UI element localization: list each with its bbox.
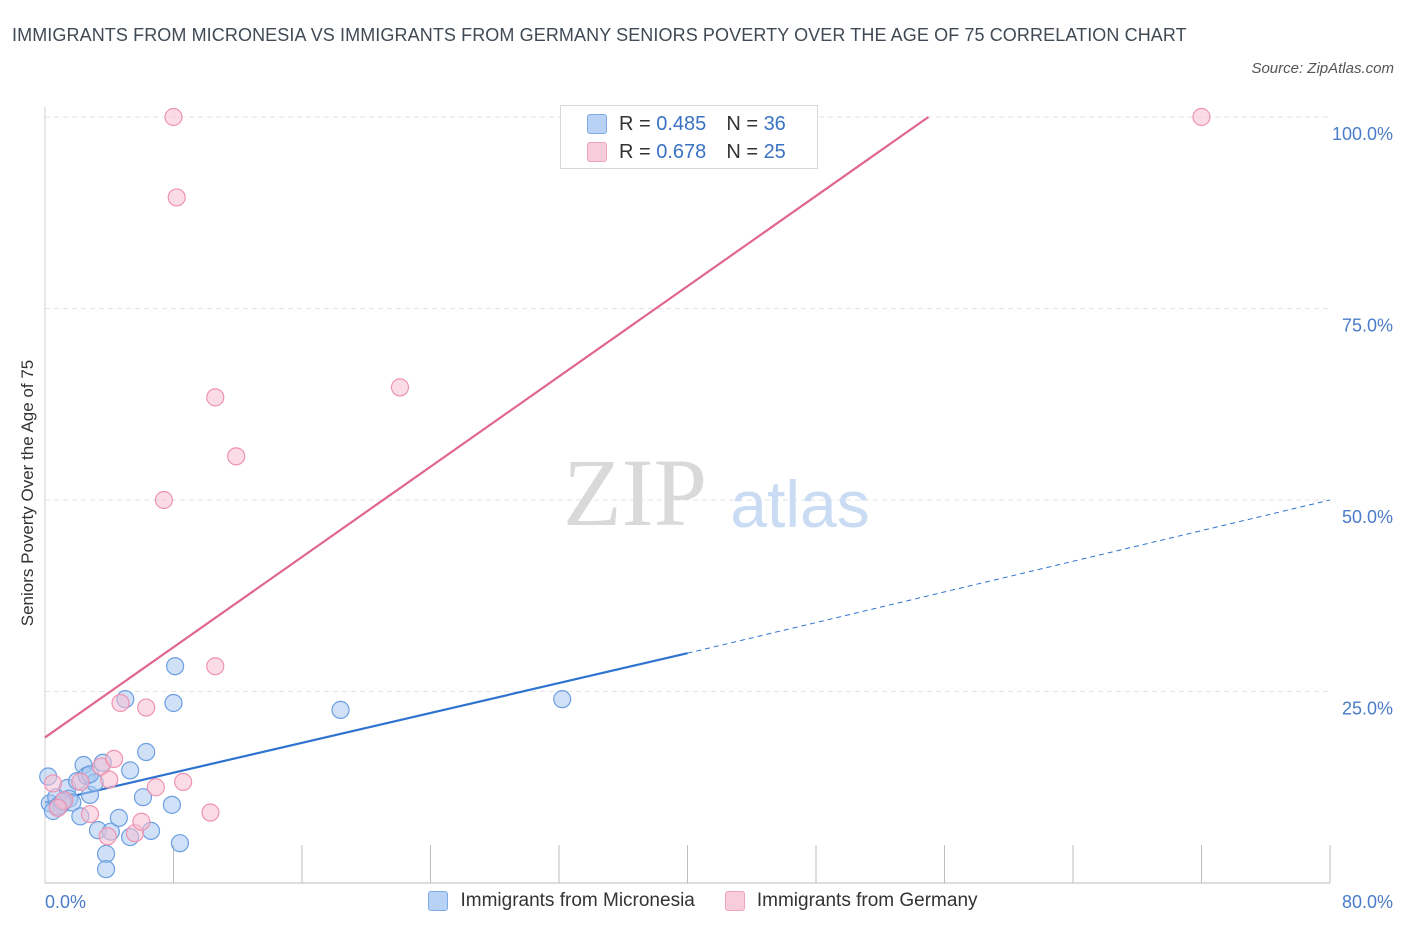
watermark-zip: ZIP bbox=[563, 439, 707, 546]
y-tick-label: 75.0% bbox=[1342, 316, 1393, 336]
y-tick-label: 25.0% bbox=[1342, 699, 1393, 719]
series-legend: Immigrants from Micronesia Immigrants fr… bbox=[0, 890, 1406, 912]
grid-lines bbox=[45, 116, 1330, 692]
x-tick-label: 0.0% bbox=[45, 892, 86, 912]
germany-point bbox=[80, 804, 100, 824]
n-label: N = bbox=[726, 140, 758, 163]
y-tick-label: 100.0% bbox=[1332, 124, 1393, 144]
n-value: 25 bbox=[763, 140, 786, 163]
y-tick-label: 50.0% bbox=[1342, 507, 1393, 527]
micronesia-point bbox=[170, 834, 190, 853]
germany-point bbox=[390, 378, 410, 397]
r-label: R = bbox=[619, 140, 651, 163]
germany-point bbox=[164, 107, 183, 127]
germany-swatch bbox=[587, 142, 607, 162]
legend-item-germany: Immigrants from Germany bbox=[724, 890, 978, 912]
micronesia-point bbox=[166, 657, 185, 676]
germany-point bbox=[43, 774, 63, 793]
tick-labels: 100.0% 75.0% 50.0% 25.0% 0.0% 80.0% bbox=[45, 124, 1393, 912]
axes bbox=[44, 107, 1331, 884]
chart-title: IMMIGRANTS FROM MICRONESIA VS IMMIGRANTS… bbox=[12, 25, 1187, 45]
germany-point bbox=[137, 698, 156, 717]
germany-point bbox=[100, 770, 119, 789]
micronesia-point bbox=[121, 761, 140, 780]
germany-point bbox=[174, 772, 193, 791]
micronesia-point bbox=[109, 808, 128, 827]
germany-point bbox=[201, 803, 220, 822]
legend-label-germany: Immigrants from Germany bbox=[756, 890, 978, 911]
micronesia-point bbox=[164, 693, 183, 713]
micronesia-point bbox=[137, 742, 156, 762]
legend-item-micronesia: Immigrants from Micronesia bbox=[428, 890, 695, 912]
micronesia-point bbox=[162, 795, 181, 814]
germany-point bbox=[104, 749, 124, 769]
r-value: 0.485 bbox=[656, 112, 707, 135]
micronesia-point bbox=[96, 860, 116, 879]
germany-point bbox=[206, 388, 225, 407]
watermark-atlas: atlas bbox=[730, 467, 869, 541]
micronesia-point bbox=[553, 690, 572, 709]
germany-point bbox=[146, 778, 165, 797]
germany-point bbox=[71, 772, 90, 791]
x-tick-label: 80.0% bbox=[1342, 892, 1393, 912]
micronesia-point bbox=[96, 844, 116, 863]
trend-lines bbox=[44, 116, 1331, 804]
micronesia-swatch bbox=[587, 114, 607, 134]
germany-point bbox=[167, 188, 186, 207]
watermark: ZIP atlas bbox=[563, 439, 870, 546]
germany-point bbox=[206, 657, 225, 676]
r-value: 0.678 bbox=[656, 140, 707, 163]
germany-point bbox=[111, 693, 130, 713]
germany-point bbox=[154, 490, 173, 510]
legend-row-micronesia: R = 0.485 N = 36 bbox=[587, 112, 786, 136]
n-label: N = bbox=[726, 112, 758, 135]
micronesia-trend-line bbox=[44, 652, 688, 804]
germany-point bbox=[132, 812, 151, 831]
germany-point bbox=[1192, 107, 1211, 127]
n-value: 36 bbox=[763, 112, 786, 135]
micronesia-legend-swatch bbox=[428, 891, 449, 911]
germany-legend-swatch bbox=[724, 891, 745, 911]
germany-point bbox=[48, 798, 67, 818]
r-label: R = bbox=[619, 112, 651, 135]
source-label: Source: ZipAtlas.com bbox=[1251, 60, 1394, 77]
micronesia-point bbox=[331, 700, 350, 719]
data-points bbox=[39, 107, 1211, 879]
micronesia-point bbox=[133, 788, 153, 807]
micronesia-trend-extension bbox=[687, 499, 1331, 654]
stats-legend: R = 0.485 N = 36 R = 0.678 N = 25 bbox=[560, 105, 818, 169]
germany-trend-line bbox=[44, 116, 930, 739]
legend-row-germany: R = 0.678 N = 25 bbox=[587, 140, 786, 164]
germany-point bbox=[227, 447, 246, 466]
germany-point bbox=[98, 827, 117, 846]
legend-label-micronesia: Immigrants from Micronesia bbox=[460, 890, 695, 911]
